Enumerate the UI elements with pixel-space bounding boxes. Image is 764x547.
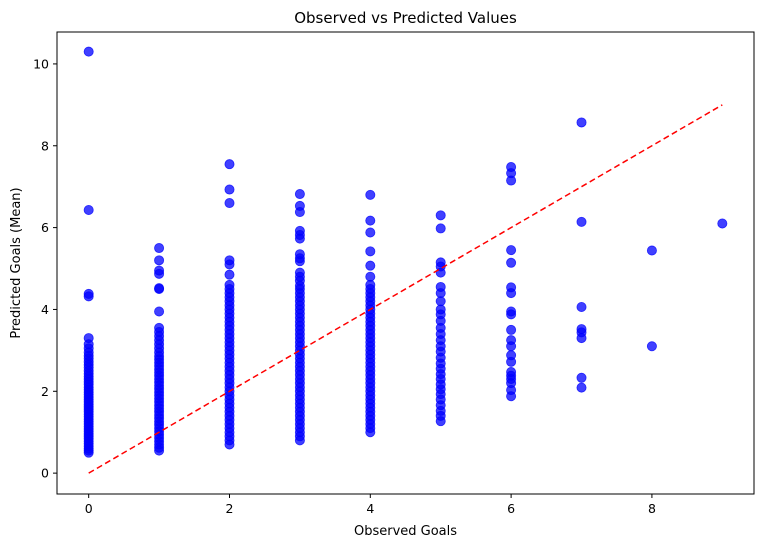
data-point [154, 243, 165, 254]
data-point [294, 256, 305, 267]
y-tick-label: 6 [41, 220, 49, 235]
x-axis-label: Observed Goals [354, 524, 457, 539]
data-point [506, 391, 517, 402]
data-point [506, 245, 517, 256]
data-point [646, 245, 657, 256]
y-tick-label: 0 [41, 466, 49, 481]
data-point [506, 288, 517, 299]
data-point [576, 301, 587, 312]
data-point [576, 117, 587, 128]
data-point [154, 445, 165, 456]
data-point [294, 435, 305, 446]
data-point [506, 356, 517, 367]
y-tick-label: 8 [41, 138, 49, 153]
data-point [506, 324, 517, 335]
plot-frame [56, 31, 755, 495]
x-axis-ticks: 0 2 4 6 8 [85, 494, 656, 516]
data-point [435, 223, 446, 234]
data-point [83, 205, 94, 216]
data-point [83, 291, 94, 302]
x-tick-label: 8 [648, 501, 656, 516]
x-tick-label: 2 [226, 501, 234, 516]
data-point [224, 259, 235, 270]
data-point [506, 309, 517, 320]
y-tick-label: 2 [41, 384, 49, 399]
data-point [506, 341, 517, 352]
data-point [294, 207, 305, 218]
data-point [154, 255, 165, 266]
data-point [576, 216, 587, 227]
y-axis-label: Predicted Goals (Mean) [9, 187, 24, 338]
chart-title: Observed vs Predicted Values [294, 9, 517, 27]
data-point [365, 260, 376, 271]
data-point [154, 268, 165, 279]
data-point [435, 210, 446, 221]
data-point [576, 382, 587, 393]
data-point [83, 46, 94, 57]
data-point [294, 233, 305, 244]
x-tick-label: 4 [366, 501, 374, 516]
data-point [365, 227, 376, 238]
data-point [435, 267, 446, 278]
data-point [224, 184, 235, 195]
data-point [83, 447, 94, 458]
data-point [365, 427, 376, 438]
data-point [506, 257, 517, 268]
data-point [365, 215, 376, 226]
data-point [365, 246, 376, 257]
data-point [506, 175, 517, 186]
data-point [576, 372, 587, 383]
reference-line-layer [88, 104, 723, 474]
y-tick-label: 10 [33, 56, 49, 71]
data-point [717, 218, 728, 229]
data-point [224, 439, 235, 450]
x-tick-label: 0 [85, 501, 93, 516]
data-point [646, 341, 657, 352]
reference-line [88, 104, 723, 474]
data-point [365, 189, 376, 200]
data-point [224, 159, 235, 170]
data-point [576, 333, 587, 344]
data-point [154, 283, 165, 294]
data-point [294, 189, 305, 200]
data-point [154, 306, 165, 317]
y-axis-ticks: 0 2 4 6 8 10 [33, 56, 57, 481]
data-point [224, 269, 235, 280]
y-tick-label: 4 [41, 302, 49, 317]
x-tick-label: 6 [507, 501, 515, 516]
data-point [224, 198, 235, 209]
data-point [435, 416, 446, 427]
